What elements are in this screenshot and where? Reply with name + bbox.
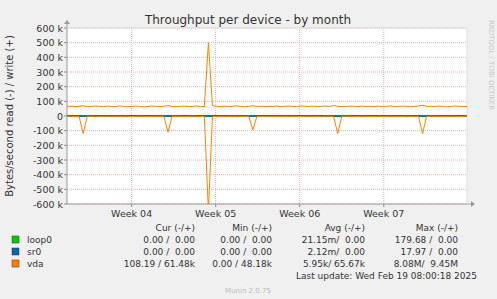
y-arrow xyxy=(64,20,70,24)
legend-stat: 0.00 / 0.00 xyxy=(220,235,272,245)
y-tick-label: -500 k xyxy=(33,184,64,195)
title: Throughput per device - by month xyxy=(144,13,351,27)
y-grid xyxy=(67,174,467,175)
y-grid xyxy=(67,145,467,146)
y-tick-label: -200 k xyxy=(33,140,64,151)
legend-swatch xyxy=(12,260,19,267)
y-grid xyxy=(67,72,467,73)
legend-stat: 21.15m/ 0.00 xyxy=(302,235,366,245)
legend-stat: 108.19 / 61.48k xyxy=(124,259,196,269)
legend-label: vda xyxy=(27,259,44,269)
legend-stat: 0.00 / 48.18k xyxy=(212,259,273,269)
x-tick-label: Week 06 xyxy=(279,208,320,219)
legend-stat: 179.68 / 0.00 xyxy=(395,235,458,245)
legend-header: Max (-/+) xyxy=(416,223,458,233)
legend-header: Min (-/+) xyxy=(232,223,272,233)
x-tick-label: Week 07 xyxy=(363,208,404,219)
y-tick-label: 300 k xyxy=(36,67,63,78)
chart: Throughput per device - by month Bytes/se… xyxy=(0,0,497,299)
legend-stat: 17.97 / 0.00 xyxy=(401,247,459,257)
legend-header: Cur (-/+) xyxy=(156,223,195,233)
x-axis xyxy=(67,204,471,205)
y-tick-label: -400 k xyxy=(33,169,64,180)
legend-stat: 5.95k/ 65.67k xyxy=(303,259,366,269)
series-line xyxy=(67,43,467,107)
y-tick-label: 400 k xyxy=(36,52,63,63)
background xyxy=(0,0,497,299)
y-tick-label: -600 k xyxy=(33,199,64,210)
series-line xyxy=(67,116,467,204)
y-tick-label: 0 xyxy=(57,111,63,122)
frame xyxy=(67,28,467,29)
y-grid xyxy=(67,130,467,131)
x-arrow xyxy=(471,201,475,207)
legend-header: Avg (-/+) xyxy=(325,223,365,233)
side-text: RRDTOOL / TOBI OETIKER xyxy=(487,20,495,110)
last-update: Last update: Wed Feb 19 08:00:18 2025 xyxy=(296,271,477,281)
x-tick-label: Week 04 xyxy=(111,208,152,219)
legend-stat: 8.08M/ 9.45M xyxy=(394,259,458,269)
legend-label: sr0 xyxy=(27,247,41,257)
legend-stat: 0.00 / 0.00 xyxy=(143,235,195,245)
series-group xyxy=(67,43,467,204)
y-tick-label: 200 k xyxy=(36,81,63,92)
legend-stat: 2.12m/ 0.00 xyxy=(307,247,365,257)
y-tick-label: 600 k xyxy=(36,23,63,34)
y-grid xyxy=(67,57,467,58)
legend-label: loop0 xyxy=(27,235,52,245)
y-tick-label: -100 k xyxy=(33,125,64,136)
y-axis xyxy=(67,24,68,204)
legend-swatch xyxy=(12,248,19,255)
y-grid xyxy=(67,28,467,29)
y-label: Bytes/second read (-) / write (+) xyxy=(4,35,15,197)
legend-swatch xyxy=(12,236,19,243)
footer: Munin 2.0.75 xyxy=(225,287,271,295)
legend-stat: 0.00 / 0.00 xyxy=(220,247,272,257)
x-tick-label: Week 05 xyxy=(195,208,236,219)
y-tick-label: 100 k xyxy=(36,96,63,107)
y-tick-label: -300 k xyxy=(33,155,64,166)
y-grid xyxy=(67,101,467,102)
y-grid xyxy=(67,86,467,87)
y-grid xyxy=(67,160,467,161)
y-tick-label: 500 k xyxy=(36,37,63,48)
legend-stat: 0.00 / 0.00 xyxy=(143,247,195,257)
legend: Cur (-/+) Min (-/+) Avg (-/+) Max (-/+) loop… xyxy=(12,223,458,269)
y-grid xyxy=(67,189,467,190)
y-grid xyxy=(67,42,467,43)
